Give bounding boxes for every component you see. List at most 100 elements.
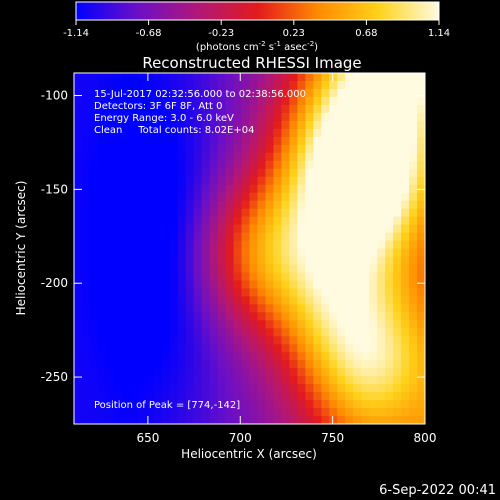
heatmap-cell [273, 192, 283, 202]
heatmap-cell [345, 184, 354, 194]
heatmap-cell [385, 320, 394, 329]
heatmap-cell [225, 264, 235, 274]
heatmap-cell [89, 88, 99, 98]
heatmap-cell [321, 280, 330, 289]
heatmap-cell [265, 208, 275, 218]
heatmap-cell [233, 120, 243, 130]
heatmap-cell [137, 288, 147, 297]
heatmap-cell [313, 184, 322, 194]
heatmap-cell [177, 240, 187, 250]
heatmap-cell [361, 344, 370, 353]
heatmap-cell [185, 144, 195, 154]
heatmap-cell [185, 352, 195, 361]
heatmap-cell [74, 408, 83, 417]
heatmap-cell [385, 272, 394, 282]
heatmap-cell [225, 312, 235, 321]
heatmap-cell [393, 120, 402, 130]
heatmap-cell [225, 192, 235, 202]
heatmap-cell [105, 384, 115, 393]
heatmap-cell [249, 280, 259, 289]
heatmap-cell [305, 88, 314, 98]
heatmap-cell [353, 288, 362, 297]
heatmap-cell [249, 120, 259, 130]
heatmap-cell [337, 184, 346, 194]
heatmap-cell [225, 280, 235, 289]
heatmap-cell [281, 392, 290, 401]
heatmap-cell [393, 96, 402, 106]
heatmap-cell [217, 104, 227, 114]
heatmap-cell [385, 168, 394, 178]
heatmap-cell [353, 128, 362, 138]
heatmap-cell [105, 416, 115, 424]
heatmap-cell [289, 144, 298, 154]
heatmap-cell [161, 360, 171, 369]
heatmap-cell [193, 232, 203, 242]
heatmap-cell [241, 88, 251, 98]
heatmap-cell [321, 400, 330, 409]
heatmap-cell [129, 416, 139, 424]
heatmap-cell [409, 392, 418, 401]
heatmap-cell [353, 168, 362, 178]
heatmap-cell [313, 96, 322, 106]
heatmap-cell [257, 304, 267, 313]
heatmap-cell [265, 232, 275, 242]
heatmap-cell [289, 160, 298, 170]
heatmap-cell [113, 200, 123, 210]
heatmap-cell [97, 160, 107, 170]
heatmap-cell [153, 416, 163, 424]
heatmap-cell [81, 272, 91, 282]
heatmap-cell [393, 392, 402, 401]
heatmap-cell [409, 208, 418, 218]
heatmap-cell [89, 272, 99, 282]
heatmap-cell [297, 392, 306, 401]
heatmap-cell [177, 160, 187, 170]
heatmap-cell [345, 400, 354, 409]
heatmap-cell [297, 184, 306, 194]
heatmap-cell [169, 112, 179, 122]
heatmap-cell [289, 248, 298, 258]
heatmap-cell [329, 232, 338, 242]
heatmap-cell [305, 416, 314, 424]
heatmap-cell [385, 416, 394, 424]
heatmap-cell [201, 320, 211, 329]
heatmap-cell [217, 232, 227, 242]
heatmap-cell [281, 104, 290, 114]
heatmap-cell [177, 144, 187, 154]
heatmap-cell [161, 280, 171, 289]
heatmap-cell [281, 288, 290, 297]
heatmap-cell [145, 144, 155, 154]
heatmap-cell [345, 200, 354, 210]
heatmap-cell [81, 232, 91, 242]
heatmap-cell [89, 288, 99, 297]
heatmap-cell [121, 184, 131, 194]
heatmap-cell [329, 416, 338, 424]
heatmap-cell [209, 408, 219, 417]
heatmap-cell [113, 184, 123, 194]
heatmap-cell [249, 344, 259, 353]
heatmap-cell [153, 208, 163, 218]
heatmap-cell [361, 384, 370, 393]
heatmap-cell [393, 328, 402, 337]
annotation-block: 15-Jul-2017 02:32:56.000 to 02:38:56.000… [94, 89, 306, 136]
annotation-line: 15-Jul-2017 02:32:56.000 to 02:38:56.000 [94, 89, 306, 100]
heatmap-cell [81, 200, 91, 210]
heatmap-cell [161, 320, 171, 329]
heatmap-cell [74, 312, 83, 321]
heatmap-cell [337, 312, 346, 321]
heatmap-cell [305, 400, 314, 409]
heatmap-cell [321, 144, 330, 154]
heatmap-cell [289, 232, 298, 242]
heatmap-cell [281, 184, 290, 194]
heatmap-cell [209, 232, 219, 242]
heatmap-cell [74, 360, 83, 369]
heatmap-cell [353, 208, 362, 218]
heatmap-cell [281, 120, 290, 130]
heatmap-cell [105, 400, 115, 409]
heatmap-cell [369, 128, 378, 138]
heatmap-cell [313, 208, 322, 218]
heatmap-cell [305, 320, 314, 329]
heatmap-cell [273, 352, 283, 361]
heatmap-cell [385, 128, 394, 138]
heatmap-cell [337, 408, 346, 417]
heatmap-cell [329, 376, 338, 385]
